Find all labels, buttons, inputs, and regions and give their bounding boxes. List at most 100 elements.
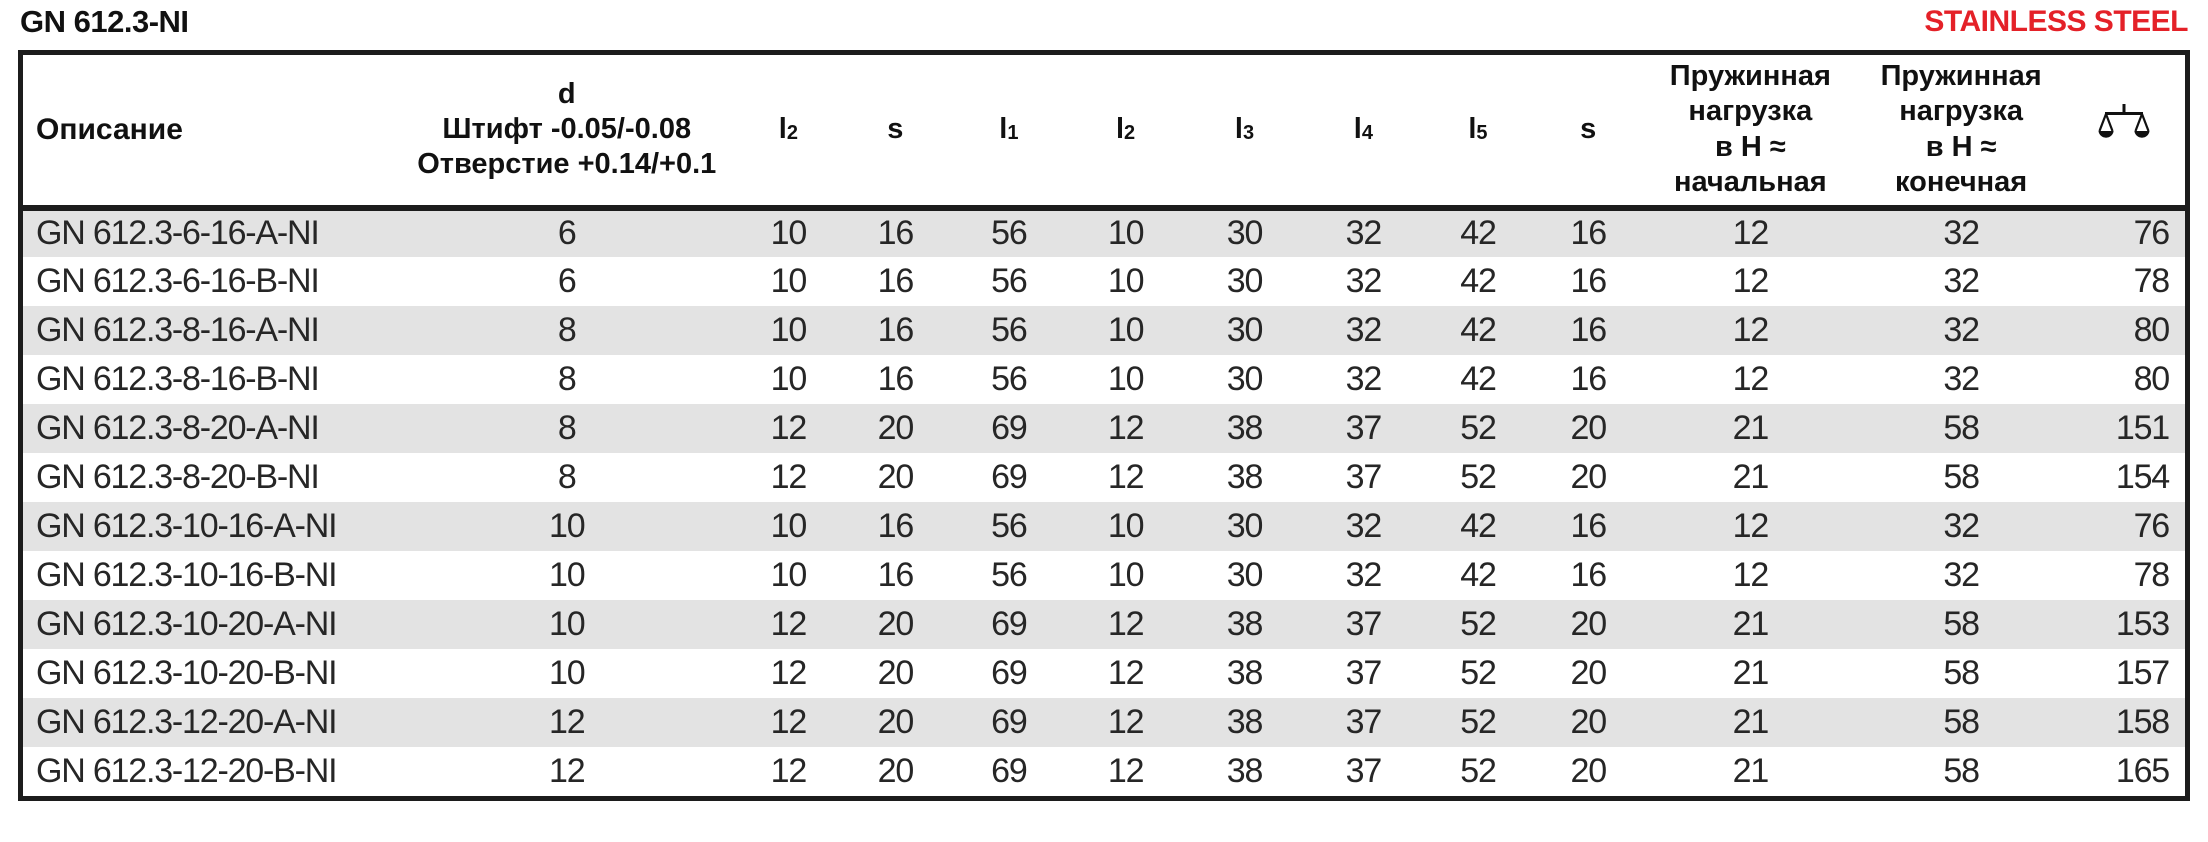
dim-value: 38 [1226,604,1264,643]
table-row: GN 612.3-6-16-B-NI 6 10 16 56 10 30 32 42 16 12 32 7… [23,257,2185,306]
part-number: GN 612.3-8-20-A-NI [36,408,320,447]
dim-value: 8 [557,310,577,349]
col-header-spring-load-initial: Пружинная нагрузка в Н ≈ начальная [1642,55,1859,211]
table-row: GN 612.3-10-20-B-NI 10 12 20 69 12 38 37 52 20 21 5… [23,649,2185,698]
dim-value: 42 [1460,214,1497,252]
weight-value: 80 [2133,310,2171,349]
weight-value: 158 [2115,702,2170,741]
dim-value: 69 [991,604,1028,643]
table-row: GN 612.3-12-20-A-NI 12 12 20 69 12 38 37 52 20 21 5… [23,697,2185,747]
part-number: GN 612.3-10-20-B-NI [36,653,338,692]
dim-value: 37 [1345,408,1383,447]
dim-value: 20 [877,702,915,741]
page-title: GN 612.3-NI [20,4,189,39]
dim-value: 16 [1570,214,1608,252]
dim-value: 58 [1943,604,1980,643]
dim-value: 10 [1107,214,1145,252]
dim-value: 12 [1732,261,1770,300]
dim-value: 12 [1107,457,1145,496]
dim-value: 10 [549,653,586,692]
dim-value: 38 [1226,653,1264,692]
dim-value: 10 [1107,310,1145,349]
dim-value: 32 [1345,359,1383,398]
dim-value: 8 [557,457,577,496]
col-header-l1: l1 [950,55,1068,211]
dim-value: 32 [1943,261,1980,300]
dim-value: 20 [877,604,915,643]
dim-value: 20 [877,751,915,790]
dim-value: 12 [770,408,808,447]
dim-value: 69 [991,653,1028,692]
dim-value: 32 [1345,310,1383,349]
dim-value: 52 [1460,457,1497,496]
stainless-steel-badge: STAINLESS STEEL [1924,5,2188,38]
dim-value: 10 [1107,261,1145,300]
dim-value: 12 [1107,408,1145,447]
dim-value: 20 [1570,408,1608,447]
weight-value: 78 [2133,555,2171,594]
dim-value: 30 [1226,261,1264,300]
top-bar: GN 612.3-NI STAINLESS STEEL [0,0,2208,48]
dim-value: 20 [1570,702,1608,741]
col-header-s1: s [840,55,951,211]
table-header: Описание d Штифт -0.05/-0.08 Отверстие +0.… [23,55,2185,211]
dim-value: 32 [1345,214,1383,252]
dim-value: 42 [1460,261,1497,300]
weight-value: 153 [2115,604,2170,643]
dim-value: 32 [1943,214,1980,252]
dim-value: 52 [1460,604,1497,643]
weight-value: 157 [2115,653,2170,692]
col-header-l2b: l2 [1067,55,1184,211]
dim-value: 10 [549,604,586,643]
part-number: GN 612.3-6-16-A-NI [36,214,320,252]
dim-value: 12 [770,653,808,692]
dim-value: 42 [1460,506,1497,545]
dim-value: 12 [1107,751,1145,790]
dim-value: 32 [1943,555,1980,594]
dim-value: 38 [1226,457,1264,496]
dim-value: 21 [1732,604,1770,643]
dim-value: 12 [770,604,808,643]
dim-value: 12 [1732,506,1770,545]
col-header-l3: l3 [1183,55,1306,211]
table-row: GN 612.3-6-16-A-NI 6 10 16 56 10 30 32 42 16 12 32 7… [23,207,2185,257]
dim-value: 10 [770,555,808,594]
dim-value: 42 [1460,359,1497,398]
dim-value: 16 [1570,555,1608,594]
col-header-d: d Штифт -0.05/-0.08 Отверстие +0.14/+0.1 [397,55,737,211]
dim-value: 16 [877,506,915,545]
dim-value: 20 [1570,653,1608,692]
dim-value: 12 [549,702,586,741]
dim-value: 56 [991,214,1028,252]
dim-value: 6 [557,261,577,300]
dim-value: 38 [1226,751,1264,790]
dim-value: 30 [1226,359,1264,398]
dim-value: 10 [1107,555,1145,594]
table-row: GN 612.3-10-16-A-NI 10 10 16 56 10 30 32 42 16 12 3… [23,501,2185,551]
dim-value: 21 [1732,751,1770,790]
dim-value: 20 [1570,457,1608,496]
dim-value: 10 [1107,359,1145,398]
dim-value: 21 [1732,457,1770,496]
part-number: GN 612.3-8-16-A-NI [36,310,320,349]
dim-value: 16 [1570,310,1608,349]
col-header-l2a: l2 [736,55,841,211]
dim-value: 37 [1345,457,1383,496]
data-table: Описание d Штифт -0.05/-0.08 Отверстие +0.… [23,55,2185,796]
dim-value: 58 [1943,653,1980,692]
part-number: GN 612.3-10-16-B-NI [36,555,338,594]
table-row: GN 612.3-8-16-A-NI 8 10 16 56 10 30 32 42 16 12 32 8… [23,305,2185,355]
dim-value: 58 [1943,751,1980,790]
dim-value: 21 [1732,653,1770,692]
table-row: GN 612.3-12-20-B-NI 12 12 20 69 12 38 37 52 20 21 5… [23,747,2185,796]
dim-value: 58 [1943,408,1980,447]
dim-value: 69 [991,702,1028,741]
dim-value: 12 [1732,214,1770,252]
weight-value: 154 [2115,457,2170,496]
dim-value: 16 [877,310,915,349]
dim-value: 56 [991,555,1028,594]
dim-value: 56 [991,506,1028,545]
dim-value: 56 [991,261,1028,300]
weight-value: 78 [2133,261,2171,300]
table-body: GN 612.3-6-16-A-NI 6 10 16 56 10 30 32 42 16 12 32 7… [23,207,2185,796]
